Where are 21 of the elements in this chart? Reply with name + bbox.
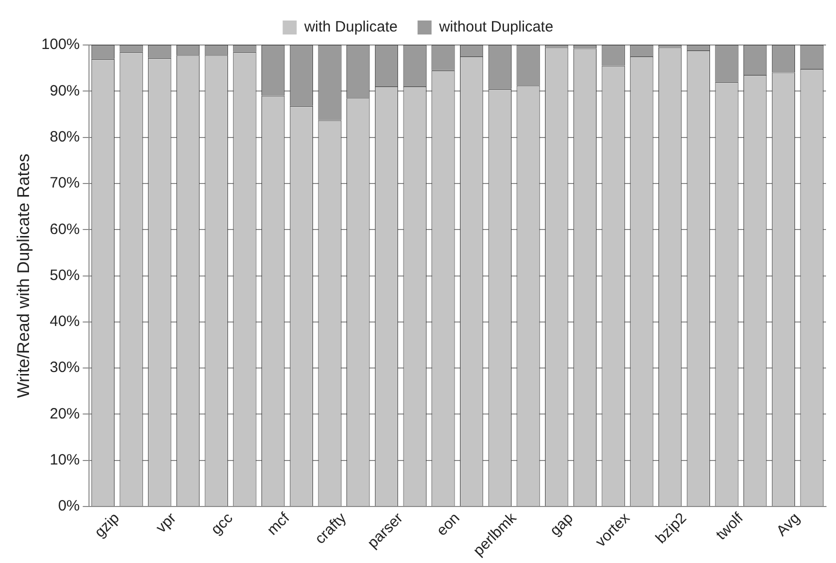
y-tick-label: 50% <box>50 266 80 284</box>
y-tick-label: 40% <box>50 313 80 330</box>
y-tick-label: 30% <box>50 359 80 376</box>
y-tick-label: 60% <box>50 220 80 238</box>
y-axis-title: Write/Read with Duplicate Rates <box>14 154 33 398</box>
x-tick-label: Avg <box>773 510 804 540</box>
x-tick-label: mcf <box>264 509 294 539</box>
legend-label: without Duplicate <box>438 18 554 36</box>
y-tick-label: 10% <box>50 452 80 469</box>
x-tick-label: gzip <box>91 510 123 542</box>
y-tick-label: 0% <box>58 498 80 515</box>
y-tick-label: 90% <box>50 82 80 100</box>
y-tick-label: 80% <box>50 128 80 146</box>
legend-label: with Duplicate <box>303 18 398 36</box>
x-tick-label: eon <box>433 510 464 540</box>
y-tick-label: 70% <box>50 174 80 192</box>
x-tick-label: gcc <box>208 509 237 538</box>
y-tick-label: 20% <box>50 405 80 422</box>
y-tick-label: 100% <box>41 36 80 54</box>
x-tick-label: gap <box>546 510 577 540</box>
x-tick-label: vpr <box>152 510 180 536</box>
